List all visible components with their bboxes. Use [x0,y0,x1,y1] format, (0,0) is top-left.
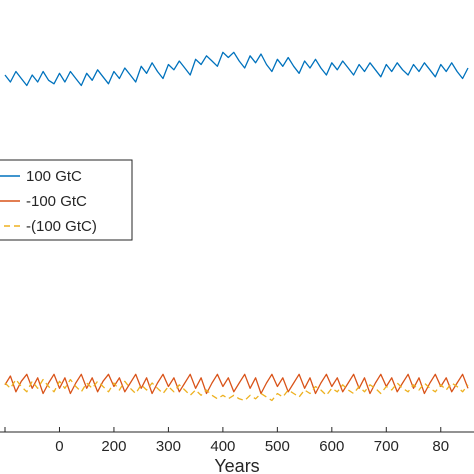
series-line-2 [4,378,469,402]
series-line-0 [4,51,469,87]
x-tick-label: 0 [55,438,63,455]
x-tick-label: 400 [210,438,235,455]
legend: 100 GtC -100 GtC -(100 GtC) [0,159,133,241]
x-tick-label: 200 [101,438,126,455]
x-tick-label: 500 [265,438,290,455]
x-tick-label: 600 [319,438,344,455]
legend-box [0,159,133,241]
x-ticks: 0 200 300 400 500 600 700 80 [4,427,449,455]
series-line-1 [4,373,469,395]
legend-label: -100 GtC [26,193,87,210]
x-axis-label: Years [214,456,259,474]
plot-area: 0 200 300 400 500 600 700 80 Years [0,51,474,474]
x-tick-label: 300 [156,438,181,455]
x-tick-label: 80 [432,438,449,455]
series-layer [4,51,469,402]
legend-label: -(100 GtC) [26,218,97,235]
x-tick-label: 700 [374,438,399,455]
legend-label: 100 GtC [26,168,82,185]
